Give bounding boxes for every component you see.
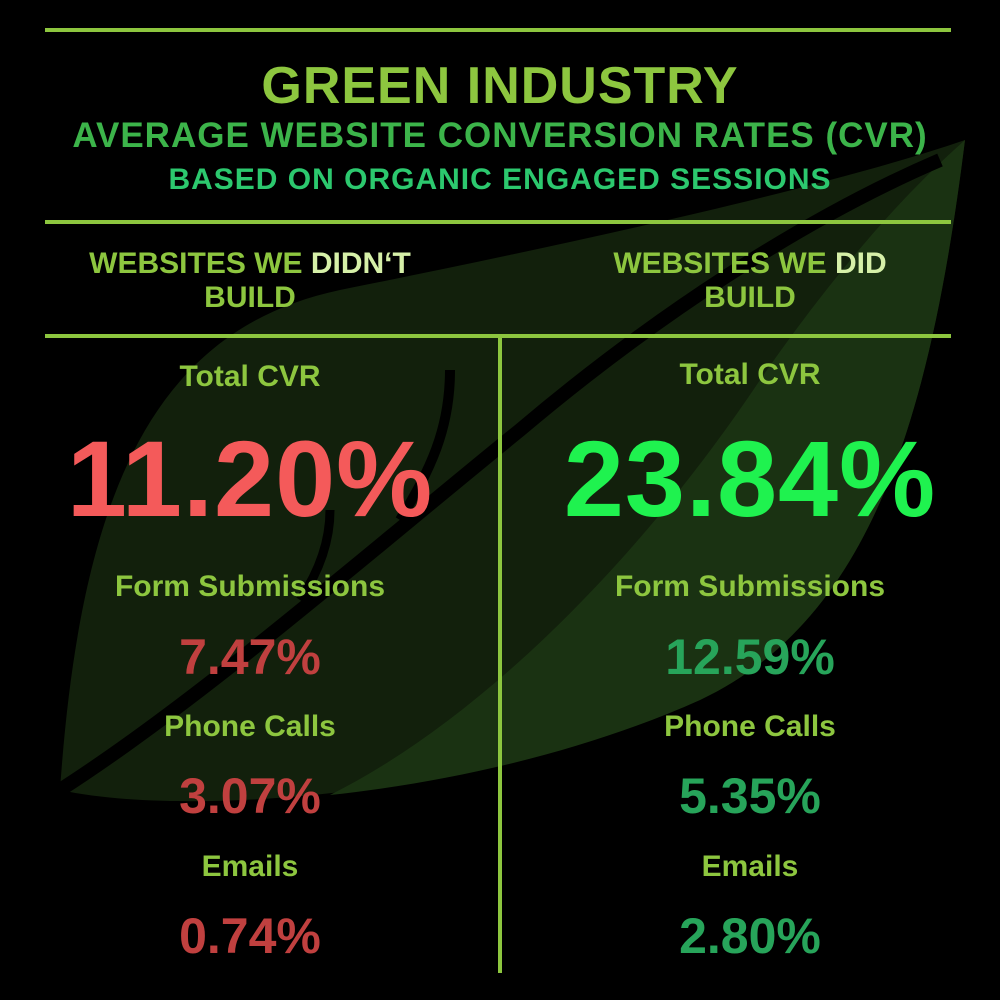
left-total-value: 11.20% [66,418,434,539]
page-subtitle-secondary: BASED ON ORGANIC ENGAGED SESSIONS [168,163,832,196]
right-heading-line2: BUILD [704,281,796,314]
right-column-heading: WEBSITES WE DID BUILD [545,247,955,315]
left-column-heading: WEBSITES WE DIDN‘T BUILD [45,247,455,315]
left-phone-label: Phone Calls [164,710,336,743]
header-divider [45,220,951,224]
right-total-label: Total CVR [679,358,821,391]
page-subtitle: AVERAGE WEBSITE CONVERSION RATES (CVR) [72,116,928,155]
left-emails-label: Emails [201,850,299,883]
left-heading-line2: BUILD [204,281,296,314]
right-phone-value: 5.35% [679,768,821,824]
right-phone-label: Phone Calls [664,710,836,743]
right-emails-value: 2.80% [679,908,821,964]
left-form-value: 7.47% [179,629,321,685]
left-heading-prefix: WEBSITES WE [89,247,311,280]
top-divider [45,28,951,32]
left-total-label: Total CVR [179,360,321,393]
right-total-value: 23.84% [563,418,937,539]
right-form-label: Form Submissions [614,570,886,603]
right-heading-emphasis: DID [835,247,887,280]
left-phone-value: 3.07% [179,768,321,824]
left-form-label: Form Submissions [114,570,386,603]
right-form-value: 12.59% [665,629,835,685]
left-heading-emphasis: DIDN‘T [310,247,411,280]
left-emails-value: 0.74% [179,908,321,964]
right-heading-prefix: WEBSITES WE [613,247,835,280]
column-divider [498,338,502,973]
page-title: GREEN INDUSTRY [261,57,739,115]
column-header-divider [45,334,951,338]
right-emails-label: Emails [701,850,799,883]
